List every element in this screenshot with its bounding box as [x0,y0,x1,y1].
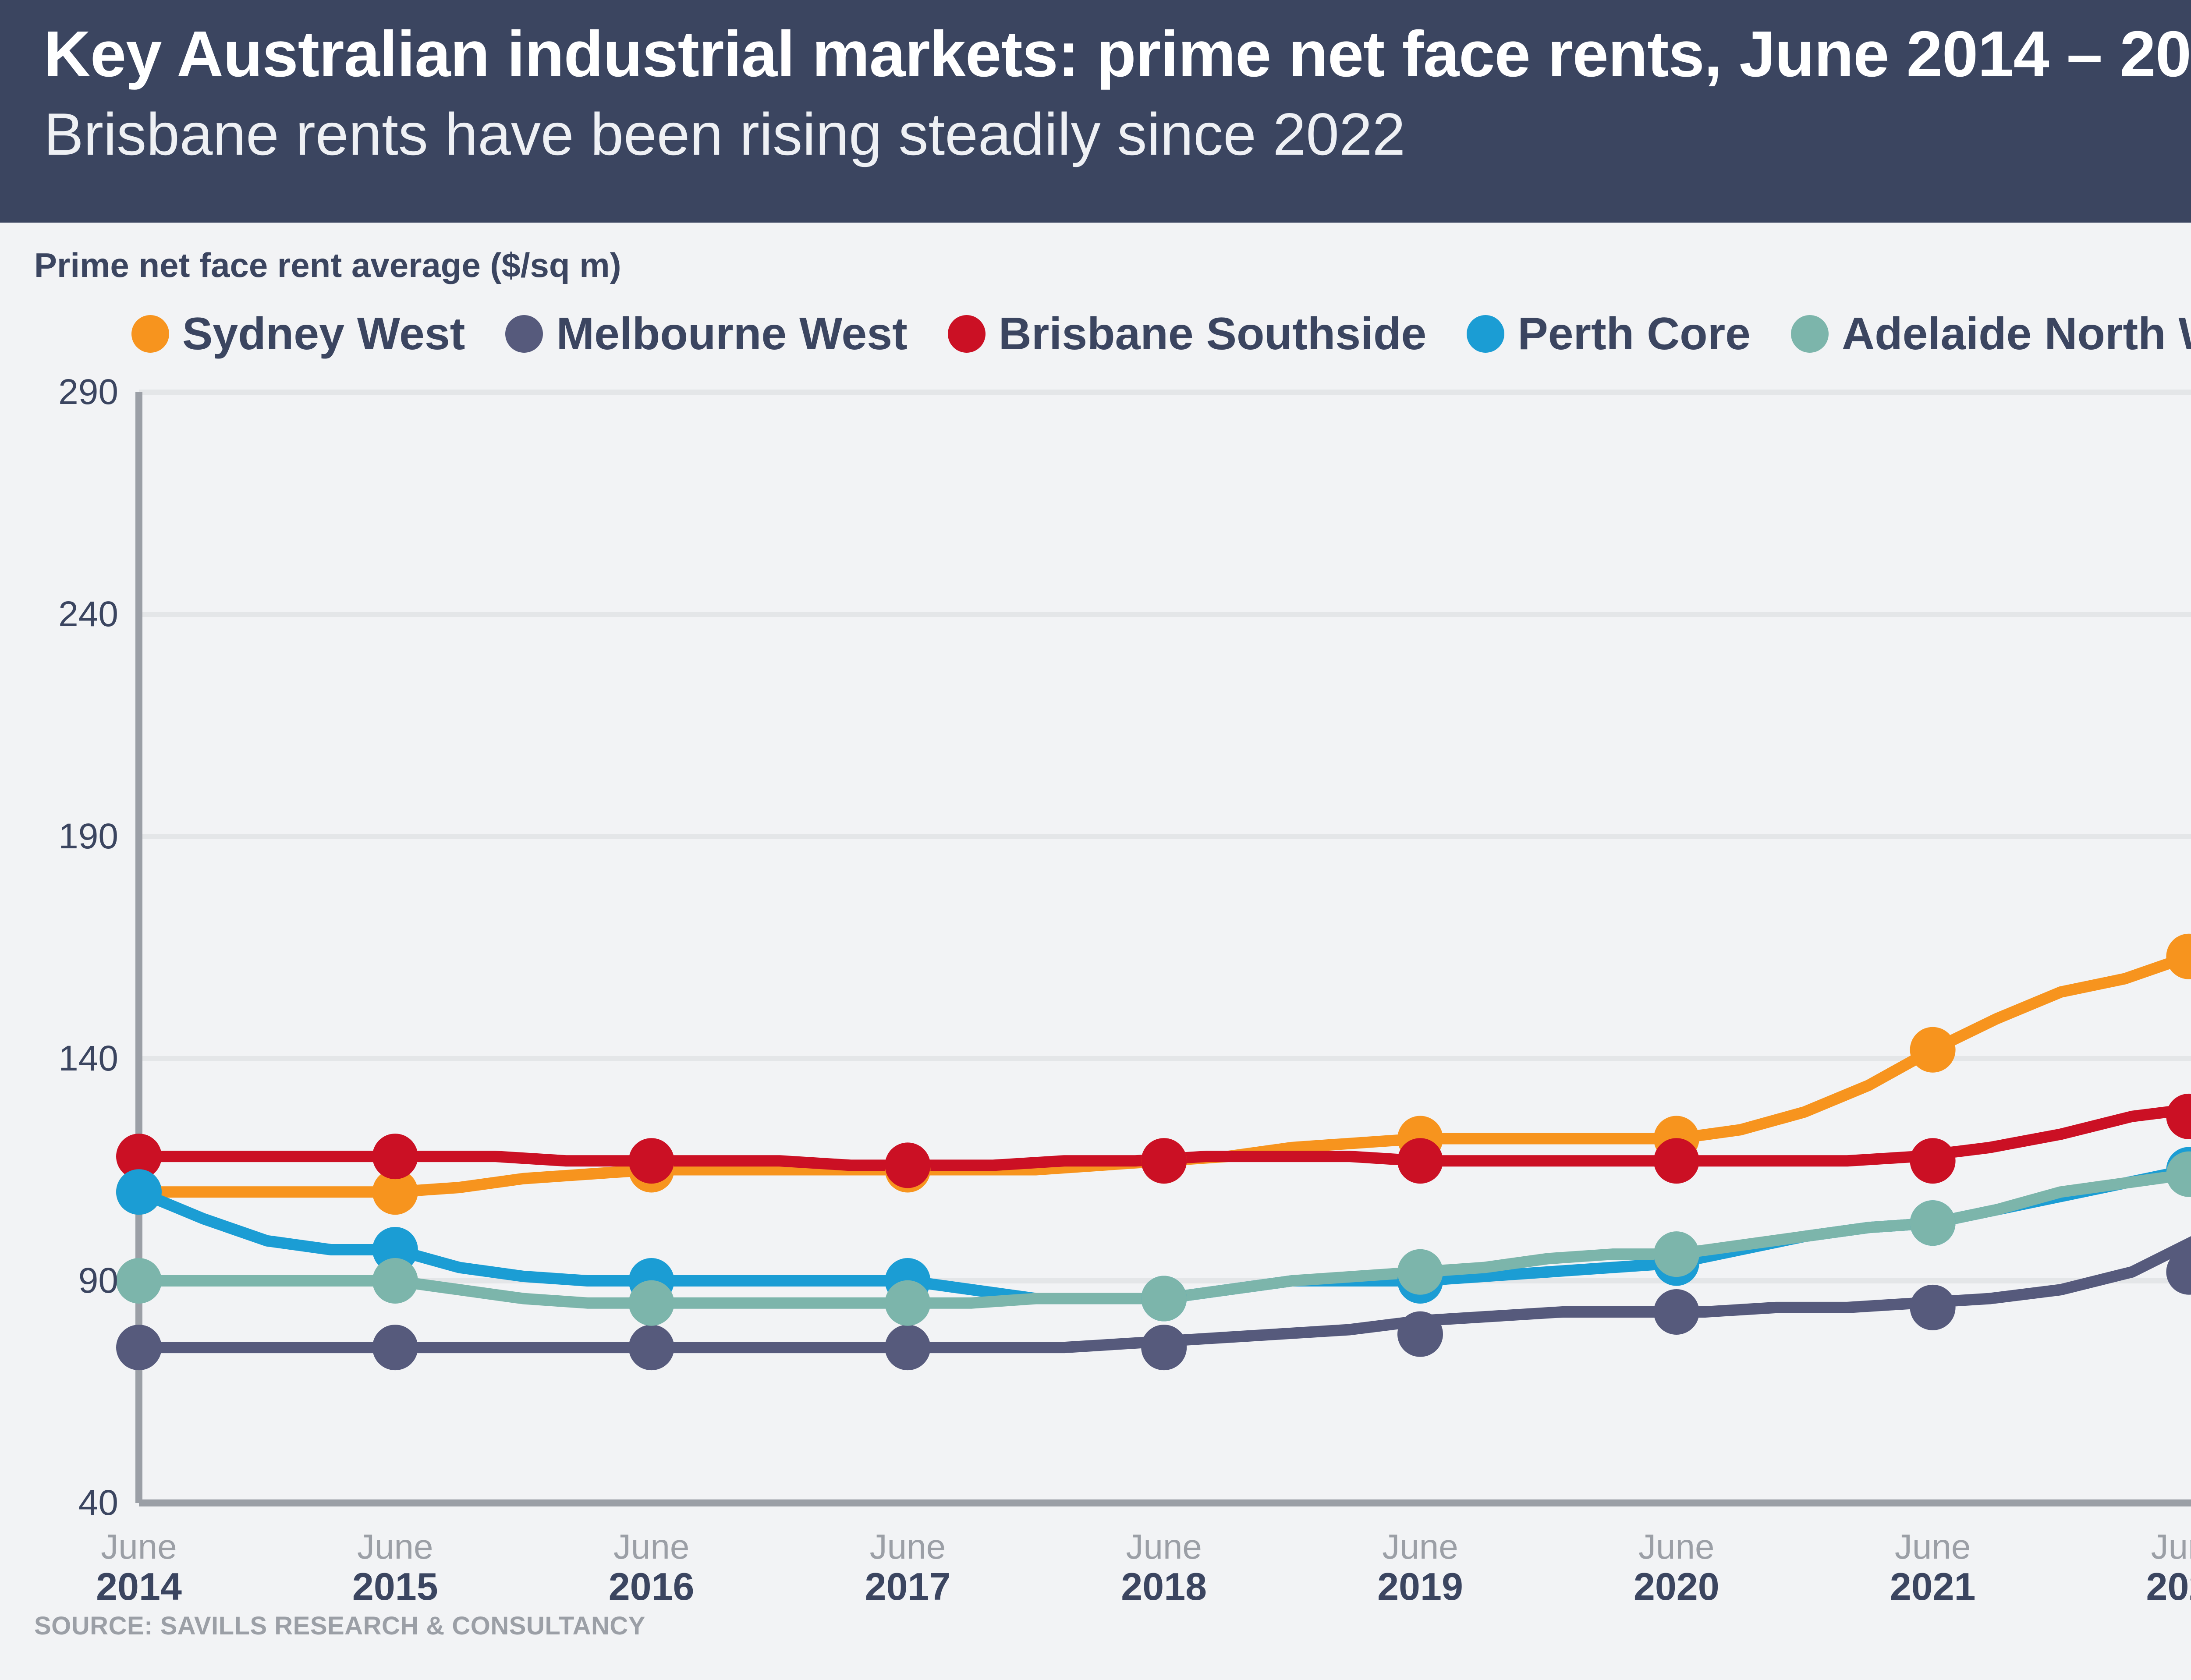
data-point-brisbane-southside-2016[interactable] [628,1138,674,1184]
y-axis-tick-label: 190 [58,816,118,856]
x-axis-tick-label: June2022 [2146,1528,2191,1609]
data-point-adelaide-north-west-2021[interactable] [1910,1200,1956,1246]
x-tick-year: 2019 [1377,1565,1463,1608]
data-point-sydney-west-2022[interactable] [2166,933,2191,979]
data-point-brisbane-southside-2017[interactable] [885,1142,931,1188]
y-axis-tick-label: 90 [78,1261,118,1301]
legend-item-brisbane-southside[interactable]: Brisbane Southside [947,308,1427,360]
data-point-perth-core-2014[interactable] [116,1169,162,1215]
x-tick-year: 2018 [1121,1565,1207,1608]
circle-marker-icon [1791,315,1829,353]
data-point-brisbane-southside-2018[interactable] [1141,1138,1187,1184]
data-point-adelaide-north-west-2015[interactable] [372,1258,418,1304]
data-point-melbourne-west-2019[interactable] [1397,1311,1443,1357]
data-point-brisbane-southside-2020[interactable] [1653,1138,1699,1184]
data-point-adelaide-north-west-2018[interactable] [1141,1276,1187,1322]
x-tick-year: 2022 [2146,1565,2191,1608]
y-axis-caption: Prime net face rent average ($/sq m) [34,246,621,284]
data-point-sydney-west-2015[interactable] [372,1169,418,1215]
legend-item-label: Adelaide North West [1842,308,2191,359]
legend-item-label: Brisbane Southside [998,308,1427,359]
series-line-sydney-west [133,942,2191,1198]
source-note: SOURCE: SAVILLS RESEARCH & CONSULTANCY [34,1612,645,1640]
data-point-melbourne-west-2018[interactable] [1141,1325,1187,1371]
data-point-brisbane-southside-2014[interactable] [116,1134,162,1180]
data-point-melbourne-west-2020[interactable] [1653,1289,1699,1335]
y-axis-tick-label: 240 [58,594,118,634]
line-chart-svg [116,390,2191,1506]
x-tick-year: 2014 [96,1565,182,1608]
x-axis-tick-label: June 2016 [609,1528,695,1609]
data-point-melbourne-west-2017[interactable] [885,1325,931,1371]
legend-item-label: Melbourne West [556,308,908,359]
data-point-adelaide-north-west-2020[interactable] [1653,1231,1699,1277]
x-axis-tick-label: June 2021 [1890,1528,1976,1609]
x-tick-year: 2021 [1890,1565,1976,1608]
legend-item-melbourne-west[interactable]: Melbourne West [505,308,908,360]
data-point-brisbane-southside-2022[interactable] [2166,1093,2191,1139]
data-point-adelaide-north-west-2014[interactable] [116,1258,162,1304]
data-point-adelaide-north-west-2017[interactable] [885,1280,931,1326]
data-point-melbourne-west-2021[interactable] [1910,1284,1956,1330]
data-point-melbourne-west-2015[interactable] [372,1325,418,1371]
x-tick-month: June [1894,1527,1971,1566]
x-tick-year: 2015 [352,1565,438,1608]
plot-area: 290 240 190 140 90 40 June 2014 June 2015 June 2016… [0,367,2191,1611]
data-point-brisbane-southside-2015[interactable] [372,1134,418,1180]
x-tick-year: 2017 [865,1565,951,1608]
data-point-adelaide-north-west-2022[interactable] [2166,1151,2191,1197]
data-point-adelaide-north-west-2016[interactable] [628,1280,674,1326]
legend-item-label: Sydney West [182,308,465,359]
y-axis-tick-label: 140 [58,1038,118,1078]
y-axis-tick-label: 290 [58,372,118,412]
data-point-melbourne-west-2016[interactable] [628,1325,674,1371]
page-subtitle: Brisbane rents have been rising steadily… [44,100,1406,167]
x-axis-tick-label: June 2019 [1377,1528,1463,1609]
circle-marker-icon [131,315,169,353]
x-tick-month: June [1638,1527,1715,1566]
circle-marker-icon [947,315,986,353]
data-point-melbourne-west-2022[interactable] [2166,1249,2191,1295]
x-tick-month: June [1382,1527,1458,1566]
chart-legend: Sydney West Melbourne West Brisbane Souths… [131,301,2191,367]
x-axis-tick-label: June 2015 [352,1528,438,1609]
y-axis-tick-label: 40 [78,1483,118,1523]
x-tick-month: June [869,1527,946,1566]
x-axis-tick-label: June 2018 [1121,1528,1207,1609]
data-point-melbourne-west-2014[interactable] [116,1325,162,1371]
x-axis-tick-label: June 2014 [96,1528,182,1609]
legend-item-label: Perth Core [1517,308,1751,359]
x-axis-tick-label: June 2020 [1634,1528,1719,1609]
data-point-sydney-west-2021[interactable] [1910,1027,1956,1073]
legend-item-adelaide-north-west[interactable]: Adelaide North West [1791,308,2191,360]
circle-marker-icon [505,315,543,353]
series-line-perth-core [133,1162,2191,1304]
x-axis-tick-label: June 2017 [865,1528,951,1609]
data-point-brisbane-southside-2019[interactable] [1397,1138,1443,1184]
x-tick-year: 2020 [1633,1565,1719,1608]
x-tick-month: June [2151,1527,2191,1566]
legend-item-sydney-west[interactable]: Sydney West [131,308,465,360]
page-title: Key Australian industrial markets: prime… [44,18,2191,90]
x-tick-month: June [101,1527,177,1566]
x-tick-month: June [1126,1527,1202,1566]
chart-header: Key Australian industrial markets: prime… [0,0,2191,223]
data-point-brisbane-southside-2021[interactable] [1910,1138,1956,1184]
data-point-adelaide-north-west-2019[interactable] [1397,1249,1443,1295]
x-tick-year: 2016 [608,1565,695,1608]
legend-item-perth-core[interactable]: Perth Core [1467,308,1751,360]
x-tick-month: June [357,1527,433,1566]
x-tick-month: June [613,1527,690,1566]
circle-marker-icon [1467,315,1505,353]
